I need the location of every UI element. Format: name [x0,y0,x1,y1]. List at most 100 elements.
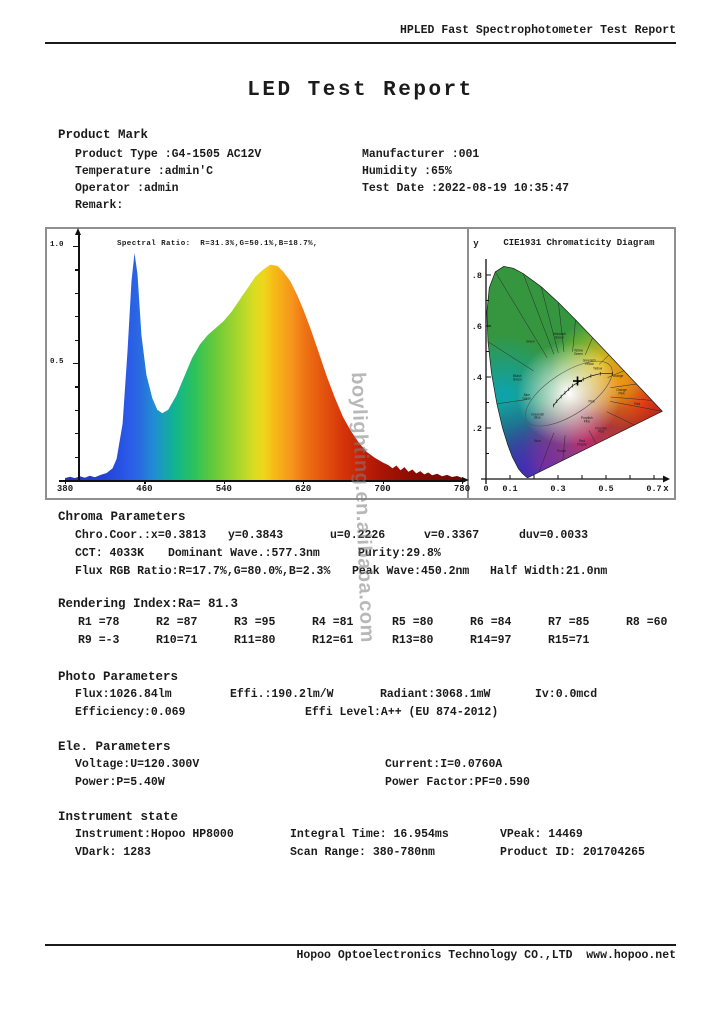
ele-power-factor: Power Factor:PF=0.590 [385,776,530,789]
photo-flux: Flux:1026.84lm [75,688,172,701]
ri-r14: R14=97 [470,634,512,647]
report-title: LED Test Report [247,79,474,102]
region-label: Orange Pink [617,388,628,395]
ri-r3: R3 =95 [234,616,276,629]
photo-iv: Iv:0.0mcd [535,688,598,701]
spectral-y-tick [75,339,78,341]
spectral-locus-outline [486,266,664,479]
ri-r15: R15=71 [548,634,590,647]
region-label: Pink [589,400,596,404]
region-boundary-line [585,337,594,355]
region-boundary-line [610,383,637,388]
region-boundary-line [610,401,663,412]
cie-title: CIE1931 Chromaticity Diagram [503,238,655,248]
spectral-x-tick-label: 460 [136,484,153,494]
photo-heading: Photo Parameters [58,670,179,684]
spectral-curve-svg [65,253,462,480]
spectral-x-tick [65,480,67,484]
white-region-ellipse [525,360,613,427]
photo-effi-level: Effi Level:A++ (EU 874-2012) [305,706,499,719]
cie-y-tick-label: .2 [472,424,482,434]
spectral-y-tick [75,433,78,435]
spectral-y-tick [73,246,78,248]
ri-r9: R9 =-3 [78,634,120,647]
field-temperature: Temperature :admin'C [75,165,214,178]
field-manufacturer: Manufacturer :001 [362,148,480,161]
region-label: Blue [535,439,542,443]
region-boundary-line [538,432,555,473]
ri-r7: R7 =85 [548,616,590,629]
chroma-heading: Chroma Parameters [58,510,186,524]
spectral-x-tick-label: 380 [56,484,74,494]
ele-heading: Ele. Parameters [58,740,171,754]
region-boundary-line [541,286,559,353]
chroma-purity: Purity:29.8% [358,547,441,560]
inst-vpeak: VPeak: 14469 [500,828,583,841]
field-remark: Remark: [75,199,124,212]
footer-text: Hopoo Optoelectronics Technology CO.,LTD… [296,949,676,962]
spectral-x-tick [303,480,305,484]
header-title: HPLED Fast Spectrophotometer Test Report [399,24,676,37]
region-label: Yellow [593,366,603,370]
chroma-peak-wave: Peak Wave:450.2nm [352,565,470,578]
chroma-flux-rgb: Flux RGB Ratio:R=17.7%,G=80.0%,B=2.3% [75,565,331,578]
chroma-cct: CCT: 4033K [75,547,145,560]
rendering-heading: Rendering Index:Ra= 81.3 [58,597,239,611]
inst-integral-time: Integral Time: 16.954ms [290,828,449,841]
spectral-x-axis [59,480,465,482]
region-boundary-line [495,271,548,358]
spectral-y-tick [73,363,78,365]
spectral-x-tick-label: 620 [295,484,312,494]
ri-r13: R13=80 [392,634,434,647]
region-boundary-line [523,273,555,355]
chroma-dominant-wave: Dominant Wave.:577.3nm [168,547,320,560]
photo-radiant: Radiant:3068.1mW [380,688,491,701]
spectral-y-tick [75,409,78,411]
field-humidity: Humidity :65% [362,165,452,178]
region-label: Red Purple [578,439,587,446]
spectral-y-tick [75,269,78,271]
region-boundary-line [606,411,636,426]
chroma-y: y=0.3843 [228,529,284,542]
cie-x-tick-label: 0 [484,484,489,494]
region-label: Purplish Red [596,426,608,433]
cie-x-axis-label: x [664,484,670,494]
y-tick-label-05: 0.5 [50,358,64,366]
region-boundary-line [588,430,597,445]
spectral-y-tick [75,456,78,458]
inst-name: Instrument:Hopoo HP8000 [75,828,234,841]
ri-r8: R8 =60 [626,616,668,629]
spectral-y-tick [75,386,78,388]
inst-scan-range: Scan Range: 380-780nm [290,846,435,859]
cie-horseshoe [487,266,663,478]
ri-r4: R4 =81 [312,616,354,629]
ri-r1: R1 =78 [78,616,120,629]
cie-y-tick-label: .6 [472,322,482,332]
ri-r6: R6 =84 [470,616,512,629]
spectral-chart: 1.0 0.5 Spectral Ratio: R=31.3%,G=50.1%,… [47,228,470,498]
spectral-x-tick [144,480,146,484]
spd-area [65,253,462,480]
ri-r11: R11=80 [234,634,276,647]
region-boundary-line [599,354,610,365]
inst-product-id: Product ID: 201704265 [500,846,645,859]
chroma-v: v=0.3367 [424,529,480,542]
chroma-duv: duv=0.0033 [519,529,589,542]
cie-y-tick-label: .8 [472,271,482,281]
photo-effi: Effi.:190.2lm/W [230,688,334,701]
spectral-x-axis-arrow-icon [462,477,469,483]
charts-panel: 1.0 0.5 Spectral Ratio: R=31.3%,G=50.1%,… [45,227,676,500]
region-boundary-line [562,435,566,461]
inst-vdark: VDark: 1283 [75,846,151,859]
cie-x-tick-label: 0.5 [599,484,614,494]
instrument-heading: Instrument state [58,810,179,824]
y-tick-label-1: 1.0 [50,241,64,249]
region-boundary-line [488,341,534,372]
region-label: Red [635,402,641,406]
chroma-half-width: Half Width:21.0nm [490,565,608,578]
spectral-y-axis [78,235,80,481]
region-label: Greenish Yellow [583,359,596,366]
spectral-x-tick [462,480,464,484]
